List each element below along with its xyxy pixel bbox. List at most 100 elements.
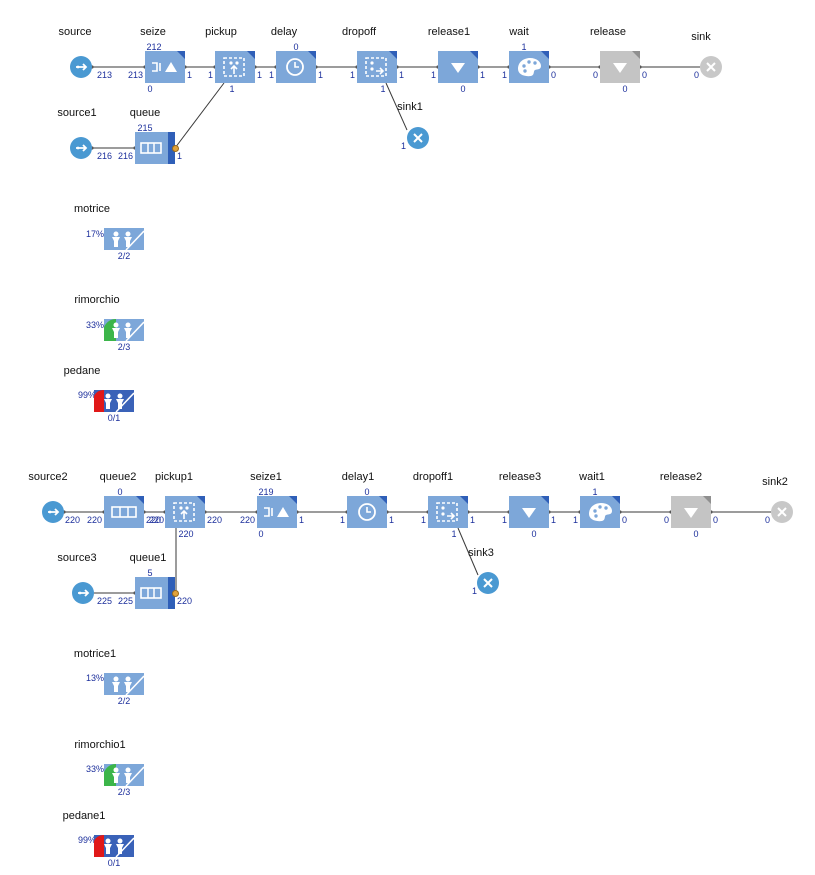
dropoff-bottom-count: 1 [380, 84, 386, 94]
queue-in-count: 216 [117, 151, 133, 161]
pedane1-resource-pool[interactable] [94, 835, 134, 857]
resource-pool-people-icon [112, 322, 132, 338]
motrice1-label: motrice1 [73, 648, 117, 660]
queue1-block[interactable] [135, 577, 175, 609]
motrice-count: 2/2 [117, 251, 131, 261]
pickup-icon [223, 57, 245, 77]
pickup1-label: pickup1 [155, 471, 193, 483]
release2-out-count: 0 [713, 515, 719, 525]
motrice1-resource-pool[interactable] [104, 673, 144, 695]
queue-icon [111, 506, 137, 518]
release1-bottom-count: 0 [460, 84, 466, 94]
source-label: source [58, 26, 92, 38]
dropoff-block[interactable] [357, 51, 397, 83]
dropoff-out-count: 1 [399, 70, 405, 80]
pickup1-in-count: 220 [148, 515, 164, 525]
dropoff1-label: dropoff1 [412, 471, 454, 483]
seize1-bottom-count: 0 [258, 529, 264, 539]
source-block[interactable] [70, 56, 92, 78]
seize1-top-count: 219 [258, 487, 274, 497]
dropoff-icon [436, 502, 458, 522]
sink2-in-count: 0 [764, 515, 770, 525]
seize1-label: seize1 [250, 471, 282, 483]
rimorchio1-resource-pool[interactable] [104, 764, 144, 786]
release-in-count: 0 [592, 70, 598, 80]
delay1-out-count: 1 [389, 515, 395, 525]
release-triangle-icon [451, 63, 465, 73]
wait1-in-count: 1 [572, 515, 578, 525]
release3-in-count: 1 [501, 515, 507, 525]
queue-icon [140, 142, 162, 154]
seize-label: seize [140, 26, 166, 38]
wait1-block[interactable] [580, 496, 620, 528]
sink3-label: sink3 [468, 547, 494, 559]
queue1-out-port[interactable] [172, 590, 179, 597]
delay1-block[interactable] [347, 496, 387, 528]
wait-top-count: 1 [521, 42, 527, 52]
source2-out-count: 220 [65, 515, 81, 525]
release-block[interactable] [600, 51, 640, 83]
sink-block[interactable] [700, 56, 722, 78]
pickup1-bottom-count: 220 [178, 529, 194, 539]
source2-block[interactable] [42, 501, 64, 523]
resource-pool-people-icon [104, 838, 124, 854]
queue1-in-count: 225 [117, 596, 133, 606]
release3-label: release3 [498, 471, 542, 483]
pickup-in-count: 1 [207, 70, 213, 80]
pedane-count: 0/1 [107, 413, 121, 423]
pickup1-block[interactable] [165, 496, 205, 528]
sink1-block[interactable] [407, 127, 429, 149]
queue-icon [140, 587, 162, 599]
release1-in-count: 1 [430, 70, 436, 80]
source3-out-count: 225 [96, 596, 112, 606]
wait-block[interactable] [509, 51, 549, 83]
rimorchio-resource-pool[interactable] [104, 319, 144, 341]
sink1-label: sink1 [397, 101, 423, 113]
pickup-block[interactable] [215, 51, 255, 83]
source-arrow-icon [48, 508, 60, 516]
pickup-bottom-count: 1 [229, 84, 235, 94]
source1-label: source1 [57, 107, 97, 119]
motrice-resource-pool[interactable] [104, 228, 144, 250]
release3-out-count: 1 [551, 515, 557, 525]
pedane1-count: 0/1 [107, 858, 121, 868]
pedane1-label: pedane1 [62, 810, 106, 822]
pickup-out-count: 1 [257, 70, 263, 80]
pedane-utilization: 99% [77, 390, 96, 400]
queue-out-port[interactable] [172, 145, 179, 152]
queue2-block[interactable] [104, 496, 144, 528]
sink1-in-count: 1 [400, 141, 406, 151]
sink3-in-count: 1 [471, 586, 477, 596]
dropoff1-block[interactable] [428, 496, 468, 528]
source-out-count: 213 [96, 70, 112, 80]
seize-icon [152, 62, 177, 72]
queue-block[interactable] [135, 132, 175, 164]
dropoff-label: dropoff [341, 26, 377, 38]
source3-block[interactable] [72, 582, 94, 604]
queue2-label: queue2 [99, 471, 137, 483]
seize1-block[interactable] [257, 496, 297, 528]
delay-block[interactable] [276, 51, 316, 83]
release2-block[interactable] [671, 496, 711, 528]
sink-label: sink [691, 31, 711, 43]
source1-out-count: 216 [96, 151, 112, 161]
pedane-resource-pool[interactable] [94, 390, 134, 412]
sink3-block[interactable] [477, 572, 499, 594]
seize1-in-count: 220 [239, 515, 255, 525]
dropoff-icon [365, 57, 387, 77]
wait1-label: wait1 [579, 471, 605, 483]
release1-block[interactable] [438, 51, 478, 83]
seize-bottom-count: 0 [147, 84, 153, 94]
release2-bottom-count: 0 [693, 529, 699, 539]
source2-label: source2 [28, 471, 68, 483]
sink2-block[interactable] [771, 501, 793, 523]
queue1-label: queue1 [129, 552, 167, 564]
rimorchio-label: rimorchio [74, 294, 120, 306]
delay-label: delay [270, 26, 298, 38]
queue-top-count: 215 [137, 123, 153, 133]
release1-label: release1 [427, 26, 471, 38]
source1-block[interactable] [70, 137, 92, 159]
motrice1-count: 2/2 [117, 696, 131, 706]
release3-block[interactable] [509, 496, 549, 528]
seize-block[interactable] [145, 51, 185, 83]
